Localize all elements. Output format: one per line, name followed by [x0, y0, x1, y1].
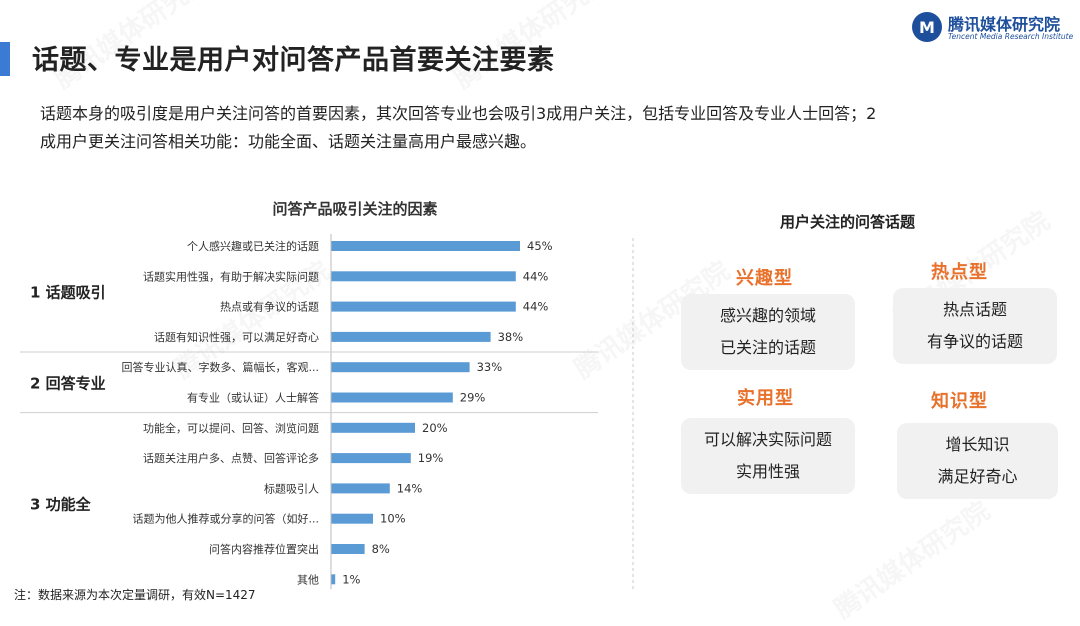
topic-label-hot: 热点型 — [931, 262, 988, 283]
category-label: 话题关注用户多、点赞、回答评论多 — [143, 451, 319, 465]
bar — [331, 331, 491, 342]
data-label: 10% — [380, 512, 406, 526]
bar — [331, 574, 336, 585]
intro-line: 成用户更关注问答相关功能：功能全面、话题关注量高用户最感兴趣。 — [40, 132, 537, 151]
bar — [331, 392, 453, 403]
topic-card-line: 增长知识 — [945, 435, 1010, 454]
data-label: 33% — [477, 360, 503, 374]
data-source-note: 注：数据来源为本次定量调研，有效N=1427 — [14, 588, 256, 602]
category-label: 话题为他人推荐或分享的问答（如好... — [133, 512, 320, 526]
topic-card-line: 满足好奇心 — [937, 467, 1018, 486]
data-label: 1% — [342, 572, 360, 586]
brand-name: 腾讯媒体研究院 — [948, 15, 1061, 34]
data-label: 38% — [498, 330, 524, 344]
group-label: 2 回答专业 — [30, 374, 106, 392]
group-label: 1 话题吸引 — [30, 283, 106, 301]
topic-label-practical: 实用型 — [737, 388, 794, 409]
topic-card-line: 实用性强 — [735, 462, 800, 481]
bar — [331, 271, 516, 282]
topic-card-line: 已关注的话题 — [719, 338, 816, 357]
topic-card-line: 有争议的话题 — [926, 332, 1023, 351]
topic-card-line: 热点话题 — [942, 300, 1007, 319]
category-label: 话题有知识性强，可以满足好奇心 — [154, 330, 319, 344]
data-label: 19% — [418, 451, 444, 465]
brand-subtitle: Tencent Media Research Institute — [948, 32, 1074, 41]
data-label: 20% — [422, 421, 448, 435]
topic-card-interest: 感兴趣的领域 已关注的话题 — [681, 294, 855, 370]
topic-card-practical: 可以解决实际问题 实用性强 — [681, 418, 855, 494]
topic-card-hot: 热点话题 有争议的话题 — [893, 288, 1057, 364]
bar — [331, 241, 520, 251]
topics-title: 用户关注的问答话题 — [780, 213, 916, 231]
bar — [331, 453, 411, 464]
bar — [331, 513, 373, 524]
category-label: 有专业（或认证）人士解答 — [187, 391, 319, 405]
category-label: 回答专业认真、字数多、篇幅长，客观... — [122, 360, 320, 374]
watermark: 腾讯媒体研究院 — [829, 496, 996, 626]
topic-card-line: 感兴趣的领域 — [719, 306, 816, 325]
data-label: 45% — [527, 239, 553, 253]
data-label: 29% — [460, 391, 486, 405]
bar — [331, 483, 390, 494]
brand-logo: M 腾讯媒体研究院 Tencent Media Research Institu… — [912, 10, 1074, 46]
intro-line: 话题本身的吸引度是用户关注问答的首要因素，其次回答专业也会吸引3成用户关注，包括… — [40, 104, 877, 123]
group-label: 3 功能全 — [30, 496, 92, 514]
intro-text: 话题本身的吸引度是用户关注问答的首要因素，其次回答专业也会吸引3成用户关注，包括… — [40, 100, 990, 156]
category-label: 个人感兴趣或已关注的话题 — [187, 239, 319, 253]
category-label: 问答内容推荐位置突出 — [209, 542, 319, 556]
data-label: 14% — [397, 481, 423, 495]
chart-title: 问答产品吸引关注的因素 — [272, 200, 437, 218]
tencent-media-logo-icon: M — [912, 12, 942, 42]
page-title: 话题、专业是用户对问答产品首要关注要素 — [32, 45, 555, 76]
category-label: 其他 — [297, 573, 319, 586]
data-label: 44% — [523, 269, 549, 283]
bar — [331, 544, 365, 554]
topic-card-line: 可以解决实际问题 — [703, 430, 832, 449]
category-label: 热点或有争议的话题 — [220, 300, 319, 314]
topic-label-knowledge: 知识型 — [931, 391, 988, 412]
bar — [331, 422, 415, 433]
category-label: 话题实用性强，有助于解决实际问题 — [143, 269, 319, 283]
title-accent-bar — [0, 42, 10, 76]
topic-card-knowledge: 增长知识 满足好奇心 — [897, 423, 1058, 499]
data-label: 44% — [523, 300, 549, 314]
category-label: 功能全，可以提问、回答、浏览问题 — [143, 421, 319, 435]
category-label: 标题吸引人 — [264, 481, 319, 495]
data-label: 8% — [372, 542, 390, 556]
topic-label-interest: 兴趣型 — [736, 268, 793, 289]
bar — [331, 362, 470, 373]
bar — [331, 301, 516, 312]
